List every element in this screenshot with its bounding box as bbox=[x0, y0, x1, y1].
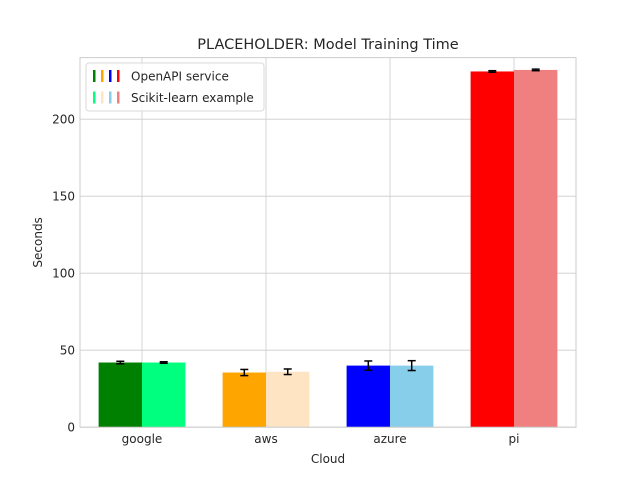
error-bar bbox=[531, 68, 540, 72]
legend-swatch bbox=[93, 70, 96, 82]
y-tick-labels: 0 50 100 150 200 bbox=[52, 112, 75, 434]
plot-frame bbox=[79, 57, 577, 428]
legend-swatch bbox=[101, 70, 104, 82]
error-bar bbox=[240, 368, 249, 377]
legend-swatch bbox=[117, 70, 120, 82]
x-axis-label: Cloud bbox=[311, 452, 345, 466]
error-bar bbox=[488, 69, 497, 73]
x-tick-labels: google aws azure pi bbox=[122, 432, 520, 446]
error-bar bbox=[159, 361, 168, 365]
bar bbox=[470, 71, 514, 428]
legend-box bbox=[85, 62, 265, 112]
bar bbox=[98, 362, 142, 428]
y-tick-label: 100 bbox=[52, 266, 75, 280]
x-tick-label: pi bbox=[509, 432, 520, 446]
error-bars bbox=[116, 68, 540, 377]
x-tick-label: aws bbox=[254, 432, 277, 446]
legend: OpenAPI service Scikit-learn example bbox=[85, 62, 265, 112]
legend-swatches bbox=[93, 70, 120, 104]
legend-swatch bbox=[117, 91, 120, 104]
bar bbox=[390, 365, 434, 428]
error-bar bbox=[407, 359, 416, 372]
x-tick-label: google bbox=[122, 432, 163, 446]
bar bbox=[142, 362, 186, 428]
y-tick-label: 150 bbox=[52, 189, 75, 203]
y-tick-label: 50 bbox=[60, 343, 75, 357]
chart-title: PLACEHOLDER: Model Training Time bbox=[197, 37, 458, 53]
error-bar bbox=[283, 368, 292, 376]
legend-swatch bbox=[93, 91, 96, 104]
legend-label-openapi: OpenAPI service bbox=[131, 70, 229, 84]
legend-swatch bbox=[109, 70, 112, 82]
x-tick-label: azure bbox=[373, 432, 406, 446]
y-axis-label: Seconds bbox=[31, 217, 45, 267]
legend-label-scikit: Scikit-learn example bbox=[131, 91, 254, 105]
bar bbox=[266, 371, 310, 428]
y-tick-label: 0 bbox=[67, 420, 75, 434]
legend-swatch bbox=[109, 91, 112, 104]
error-bar bbox=[116, 360, 125, 365]
bar bbox=[222, 372, 266, 428]
legend-swatch bbox=[101, 91, 104, 104]
y-tick-label: 200 bbox=[52, 112, 75, 126]
bar bbox=[514, 69, 558, 428]
bars bbox=[98, 69, 558, 428]
error-bar bbox=[364, 360, 373, 371]
bar bbox=[346, 365, 390, 428]
